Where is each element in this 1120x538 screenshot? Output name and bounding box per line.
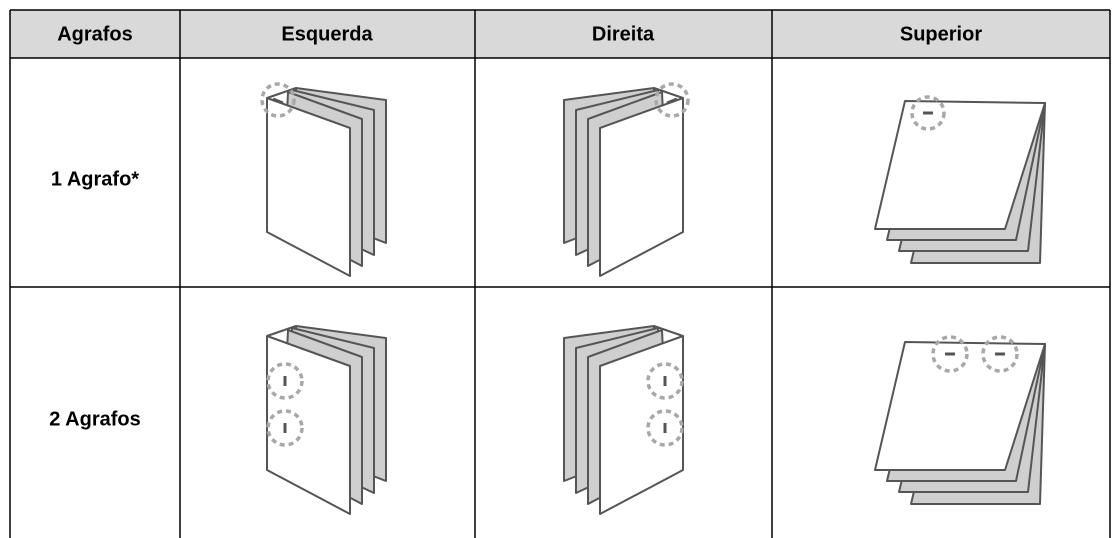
- header-cell: Direita: [592, 23, 655, 45]
- illustration-top-2: [874, 335, 1046, 505]
- illustration-right-1: [563, 82, 690, 277]
- illustration-top-1: [874, 95, 1046, 264]
- table-grid: [9, 9, 1111, 538]
- row-label: 2 Agrafos: [49, 408, 141, 430]
- header-cell: Superior: [900, 23, 982, 45]
- header-cell: Agrafos: [57, 23, 133, 45]
- illustration-left-2: [266, 325, 387, 515]
- illustration-right-2: [563, 325, 684, 515]
- illustration-left-1: [260, 82, 387, 277]
- row-label: 1 Agrafo*: [51, 168, 139, 190]
- header-background: [10, 10, 1110, 58]
- header-cell: Esquerda: [281, 23, 373, 45]
